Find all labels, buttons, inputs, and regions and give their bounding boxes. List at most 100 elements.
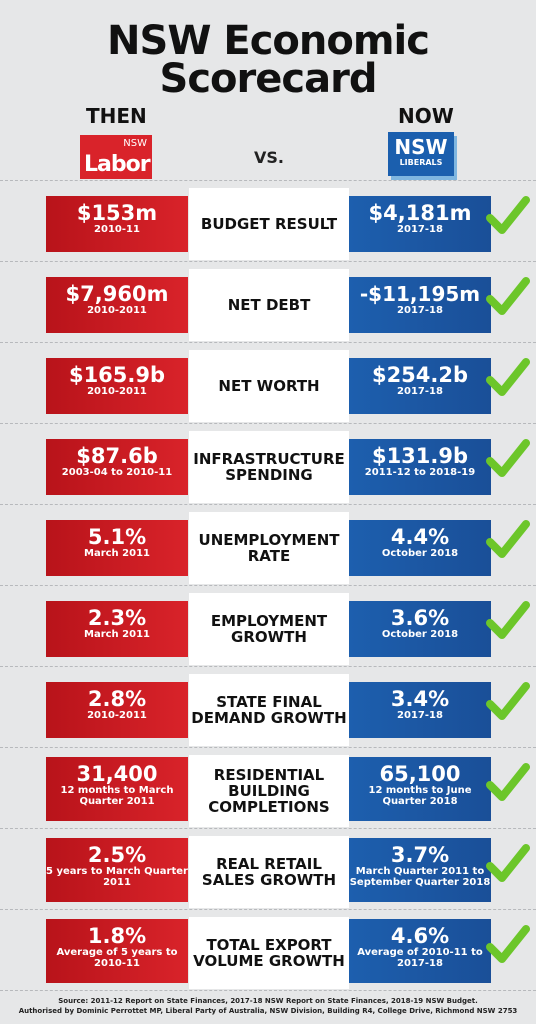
- row-divider: [0, 180, 536, 181]
- liberal-logo: NSW LIBERALS: [388, 132, 454, 184]
- green-check-icon: [486, 277, 530, 315]
- now-period: 2017-18: [397, 224, 443, 235]
- metric-label-box: STATE FINAL DEMAND GROWTH: [189, 674, 349, 746]
- footer-source: Source: 2011-12 Report on State Finances…: [58, 997, 478, 1005]
- then-value-box: $153m 2010-11: [46, 196, 188, 252]
- scorecard-row: $153m 2010-11 BUDGET RESULT $4,181m 2017-18: [0, 186, 536, 266]
- labor-logo-word: Labor: [84, 152, 151, 177]
- then-value-box: 2.3% March 2011: [46, 601, 188, 657]
- green-check-icon: [486, 844, 530, 882]
- metric-label-box: UNEMPLOYMENT RATE: [189, 512, 349, 584]
- then-value-box: 1.8% Average of 5 years to 2010-11: [46, 919, 188, 983]
- metric-label-box: BUDGET RESULT: [189, 188, 349, 260]
- row-divider: [0, 504, 536, 505]
- scorecard-row: 31,400 12 months to March Quarter 2011 RES…: [0, 753, 536, 833]
- then-label: THEN: [86, 104, 147, 128]
- now-value: $4,181m: [368, 201, 472, 225]
- title-line-2: Scorecard: [159, 56, 378, 102]
- title-line-1: NSW Economic: [107, 18, 430, 64]
- metric-label: NET DEBT: [227, 296, 311, 314]
- now-value: 3.6%: [390, 606, 450, 630]
- then-value: $87.6b: [76, 444, 158, 468]
- labor-logo-nsw: NSW: [123, 138, 147, 149]
- then-value-box: $7,960m 2010-2011: [46, 277, 188, 333]
- row-divider: [0, 909, 536, 910]
- now-period: Average of 2010-11 to 2017-18: [357, 947, 483, 969]
- then-value-box: $165.9b 2010-2011: [46, 358, 188, 414]
- now-value: 3.4%: [390, 687, 450, 711]
- now-period: March Quarter 2011 to September Quarter …: [349, 866, 491, 888]
- labor-logo: NSW Labor: [80, 135, 152, 179]
- now-value-box: -$11,195m 2017-18: [349, 277, 491, 333]
- green-check-icon: [486, 196, 530, 234]
- now-value: -$11,195m: [359, 282, 481, 306]
- now-value: $131.9b: [371, 444, 469, 468]
- now-period: 2017-18: [397, 386, 443, 397]
- now-value-box: 4.6% Average of 2010-11 to 2017-18: [349, 919, 491, 983]
- then-period: 2010-2011: [87, 710, 147, 721]
- green-check-icon: [486, 763, 530, 801]
- metric-label-box: RESIDENTIAL BUILDING COMPLETIONS: [189, 755, 349, 827]
- metric-label: RESIDENTIAL BUILDING COMPLETIONS: [208, 766, 330, 816]
- now-value-box: 3.6% October 2018: [349, 601, 491, 657]
- metric-label: EMPLOYMENT GROWTH: [210, 612, 328, 646]
- scorecard-row: 2.8% 2010-2011 STATE FINAL DEMAND GROWTH 3.…: [0, 672, 536, 752]
- then-value-box: 2.5% 5 years to March Quarter 2011: [46, 838, 188, 902]
- metric-label: BUDGET RESULT: [200, 215, 338, 233]
- then-value: 2.8%: [87, 687, 147, 711]
- row-divider: [0, 261, 536, 262]
- row-divider: [0, 342, 536, 343]
- then-value-box: $87.6b 2003-04 to 2010-11: [46, 439, 188, 495]
- footer: Source: 2011-12 Report on State Finances…: [0, 996, 536, 1016]
- green-check-icon: [486, 358, 530, 396]
- metric-label: TOTAL EXPORT VOLUME GROWTH: [193, 936, 345, 970]
- scorecard-row: $7,960m 2010-2011 NET DEBT -$11,195m 2017-18: [0, 267, 536, 347]
- page-title: NSW Economic Scorecard: [0, 18, 536, 102]
- then-value: 1.8%: [87, 924, 147, 948]
- now-period: October 2018: [381, 629, 459, 640]
- now-value-box: 3.4% 2017-18: [349, 682, 491, 738]
- metric-label: UNEMPLOYMENT RATE: [198, 531, 340, 565]
- then-period: March 2011: [84, 548, 150, 559]
- metric-label-box: EMPLOYMENT GROWTH: [189, 593, 349, 665]
- scorecard-row: 5.1% March 2011 UNEMPLOYMENT RATE 4.4% Octob…: [0, 510, 536, 590]
- then-period: March 2011: [84, 629, 150, 640]
- then-period: 2010-2011: [87, 386, 147, 397]
- then-value-box: 5.1% March 2011: [46, 520, 188, 576]
- metric-label-box: NET DEBT: [189, 269, 349, 341]
- then-period: 12 months to March Quarter 2011: [60, 785, 174, 807]
- liberal-logo-box: NSW LIBERALS: [388, 132, 454, 176]
- then-period: Average of 5 years to 2010-11: [56, 947, 178, 969]
- now-period: 2017-18: [397, 305, 443, 316]
- then-value-box: 31,400 12 months to March Quarter 2011: [46, 757, 188, 821]
- green-check-icon: [486, 520, 530, 558]
- now-value: 4.4%: [390, 525, 450, 549]
- liberal-logo-word: LIBERALS: [399, 158, 443, 167]
- green-check-icon: [486, 439, 530, 477]
- then-period: 5 years to March Quarter 2011: [46, 866, 188, 888]
- now-value: 3.7%: [390, 843, 450, 867]
- row-divider: [0, 585, 536, 586]
- green-check-icon: [486, 682, 530, 720]
- scorecard-row: $165.9b 2010-2011 NET WORTH $254.2b 2017-18: [0, 348, 536, 428]
- now-value-box: 3.7% March Quarter 2011 to September Quar…: [349, 838, 491, 902]
- metric-label-box: NET WORTH: [189, 350, 349, 422]
- now-value: $254.2b: [371, 363, 469, 387]
- now-period: 2017-18: [397, 710, 443, 721]
- metric-label-box: REAL RETAIL SALES GROWTH: [189, 836, 349, 908]
- row-divider: [0, 666, 536, 667]
- now-value-box: $4,181m 2017-18: [349, 196, 491, 252]
- now-value-box: $254.2b 2017-18: [349, 358, 491, 414]
- then-value: $165.9b: [68, 363, 166, 387]
- metric-label-box: TOTAL EXPORT VOLUME GROWTH: [189, 917, 349, 989]
- liberal-logo-nsw: NSW: [394, 135, 448, 159]
- now-period: 12 months to June Quarter 2018: [368, 785, 472, 807]
- then-period: 2010-11: [94, 224, 140, 235]
- now-period: October 2018: [381, 548, 459, 559]
- now-value: 65,100: [379, 762, 461, 786]
- green-check-icon: [486, 601, 530, 639]
- now-label: NOW: [398, 104, 454, 128]
- then-value: 2.5%: [87, 843, 147, 867]
- then-period: 2010-2011: [87, 305, 147, 316]
- metric-label: INFRASTRUCTURE SPENDING: [193, 450, 345, 484]
